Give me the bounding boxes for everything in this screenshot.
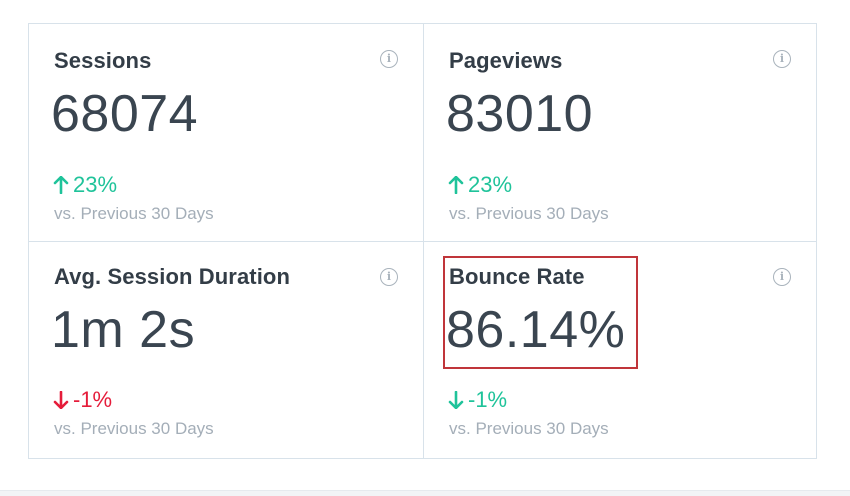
metric-change-value: -1% [73, 387, 113, 412]
metric-title: Avg. Session Duration [54, 264, 290, 289]
metric-change: 23% [448, 172, 512, 198]
info-icon[interactable]: i [380, 268, 398, 286]
metric-card-sessions: Sessions i 68074 23% vs. Previous 30 Day… [29, 24, 424, 242]
metric-compare-label: vs. Previous 30 Days [449, 204, 609, 223]
metric-title: Pageviews [449, 48, 563, 73]
arrow-down-icon [53, 391, 69, 409]
metric-title: Sessions [54, 48, 152, 73]
metric-card-bounce-rate: Bounce Rate i 86.14% -1% vs. Previous 30… [424, 242, 816, 458]
info-icon[interactable]: i [773, 50, 791, 68]
bottom-divider [0, 490, 850, 496]
metric-change: 23% [53, 172, 117, 198]
metric-compare-label: vs. Previous 30 Days [449, 419, 609, 438]
info-icon[interactable]: i [380, 50, 398, 68]
arrow-up-icon [53, 176, 69, 194]
metrics-grid: Sessions i 68074 23% vs. Previous 30 Day… [28, 23, 817, 459]
metric-change-value: 23% [73, 172, 118, 197]
metric-change: -1% [53, 387, 112, 413]
metric-change-value: -1% [468, 387, 508, 412]
metric-title: Bounce Rate [449, 264, 585, 289]
metric-value: 1m 2s [51, 301, 196, 359]
metric-value: 83010 [446, 85, 594, 143]
arrow-down-icon [448, 391, 464, 409]
arrow-up-icon [448, 176, 464, 194]
metric-compare-label: vs. Previous 30 Days [54, 419, 214, 438]
info-icon[interactable]: i [773, 268, 791, 286]
metric-change-value: 23% [468, 172, 513, 197]
metric-card-pageviews: Pageviews i 83010 23% vs. Previous 30 Da… [424, 24, 816, 242]
metric-card-avg-session-duration: Avg. Session Duration i 1m 2s -1% vs. Pr… [29, 242, 424, 458]
metric-value: 86.14% [446, 301, 626, 359]
metric-value: 68074 [51, 85, 199, 143]
metric-change: -1% [448, 387, 507, 413]
metric-compare-label: vs. Previous 30 Days [54, 204, 214, 223]
